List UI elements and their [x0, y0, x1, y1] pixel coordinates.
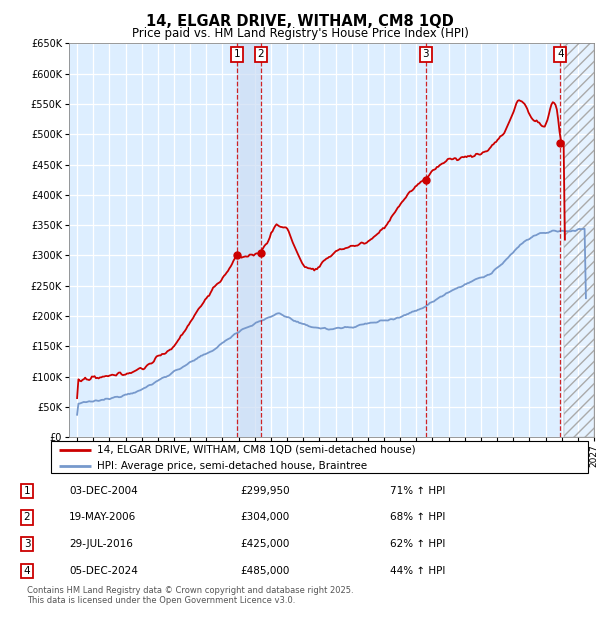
- FancyBboxPatch shape: [51, 441, 588, 473]
- Text: £304,000: £304,000: [240, 513, 289, 523]
- Text: 1: 1: [234, 50, 241, 60]
- Text: 19-MAY-2006: 19-MAY-2006: [69, 513, 136, 523]
- Text: 71% ↑ HPI: 71% ↑ HPI: [390, 486, 445, 496]
- Text: 1: 1: [23, 486, 31, 496]
- Text: HPI: Average price, semi-detached house, Braintree: HPI: Average price, semi-detached house,…: [97, 461, 367, 471]
- Text: 2: 2: [23, 513, 31, 523]
- Text: Contains HM Land Registry data © Crown copyright and database right 2025.
This d: Contains HM Land Registry data © Crown c…: [27, 586, 353, 605]
- Text: 2: 2: [257, 50, 264, 60]
- Text: £485,000: £485,000: [240, 566, 289, 576]
- Text: 29-JUL-2016: 29-JUL-2016: [69, 539, 133, 549]
- Bar: [565, 43, 594, 437]
- Text: 4: 4: [23, 566, 31, 576]
- Text: 62% ↑ HPI: 62% ↑ HPI: [390, 539, 445, 549]
- Text: £425,000: £425,000: [240, 539, 289, 549]
- Text: 03-DEC-2004: 03-DEC-2004: [69, 486, 138, 496]
- Text: 44% ↑ HPI: 44% ↑ HPI: [390, 566, 445, 576]
- Text: 68% ↑ HPI: 68% ↑ HPI: [390, 513, 445, 523]
- Text: 4: 4: [557, 50, 564, 60]
- Text: 05-DEC-2024: 05-DEC-2024: [69, 566, 138, 576]
- Bar: [565, 43, 594, 437]
- Text: 3: 3: [422, 50, 429, 60]
- Text: Price paid vs. HM Land Registry's House Price Index (HPI): Price paid vs. HM Land Registry's House …: [131, 27, 469, 40]
- Bar: [238, 43, 261, 437]
- Text: 3: 3: [23, 539, 31, 549]
- Text: £299,950: £299,950: [240, 486, 290, 496]
- Text: 14, ELGAR DRIVE, WITHAM, CM8 1QD (semi-detached house): 14, ELGAR DRIVE, WITHAM, CM8 1QD (semi-d…: [97, 445, 415, 455]
- Text: 14, ELGAR DRIVE, WITHAM, CM8 1QD: 14, ELGAR DRIVE, WITHAM, CM8 1QD: [146, 14, 454, 29]
